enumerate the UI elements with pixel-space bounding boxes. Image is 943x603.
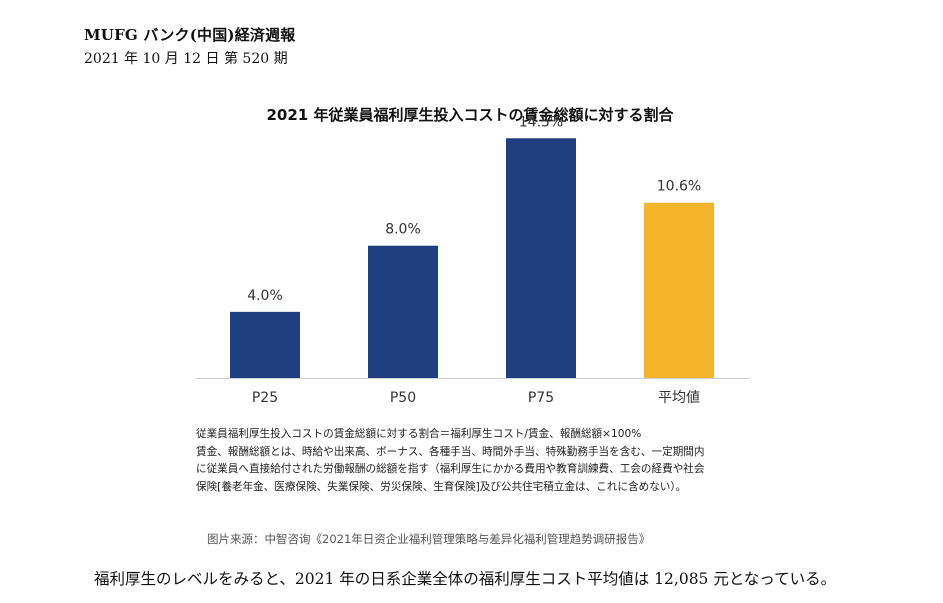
- x-tick-label: P50: [390, 390, 416, 406]
- data-label: 14.5%: [519, 114, 563, 130]
- report-date: 2021 年 10 月 12 日 第 520 期: [84, 51, 288, 67]
- data-label: 4.0%: [247, 288, 283, 304]
- body-paragraph: 福利厚生のレベルをみると、2021 年の日系企業全体の福利厚生コスト平均値は 1…: [94, 570, 837, 588]
- x-tick-label: 平均値: [658, 390, 700, 406]
- data-label: 8.0%: [385, 222, 421, 238]
- data-label: 10.6%: [657, 179, 701, 195]
- image-source: 图片来源：中智咨询《2021年日资企业福利管理策略与差异化福利管理趋势调研报告》: [207, 532, 651, 546]
- bar-平均値: [644, 202, 714, 378]
- bar-chart: 4.0% P25 8.0% P50 14.5% P75 10.6% 平均値: [196, 114, 750, 406]
- x-tick-label: P25: [252, 390, 278, 406]
- chart-title: 2021 年従業員福利厚生投入コストの賃金総額に対する割合: [266, 106, 674, 124]
- note-line: 保険[養老年金、医療保険、失業保険、労災保険、生育保険]及び公共住宅積立金は、こ…: [196, 480, 687, 493]
- chart-note: 従業員福利厚生投入コストの賃金総額に対する割合＝福利厚生コスト/賃金、報酬総額×…: [196, 426, 806, 496]
- x-tick-label: P75: [528, 390, 554, 406]
- note-line: 賃金、報酬総額とは、時給や出来高、ボーナス、各種手当、時間外手当、特殊勤務手当を…: [196, 445, 705, 458]
- note-line: に従業員へ直接給付された労働報酬の総額を指す（福利厚生にかかる費用や教育訓練費、…: [196, 463, 705, 475]
- note-line: 従業員福利厚生投入コストの賃金総額に対する割合＝福利厚生コスト/賃金、報酬総額×…: [196, 428, 642, 440]
- bar-P50: [368, 245, 438, 378]
- report-title: MUFG バンク(中国)経済週報: [84, 26, 296, 44]
- bar-P25: [230, 311, 300, 378]
- bar-P75: [506, 138, 576, 378]
